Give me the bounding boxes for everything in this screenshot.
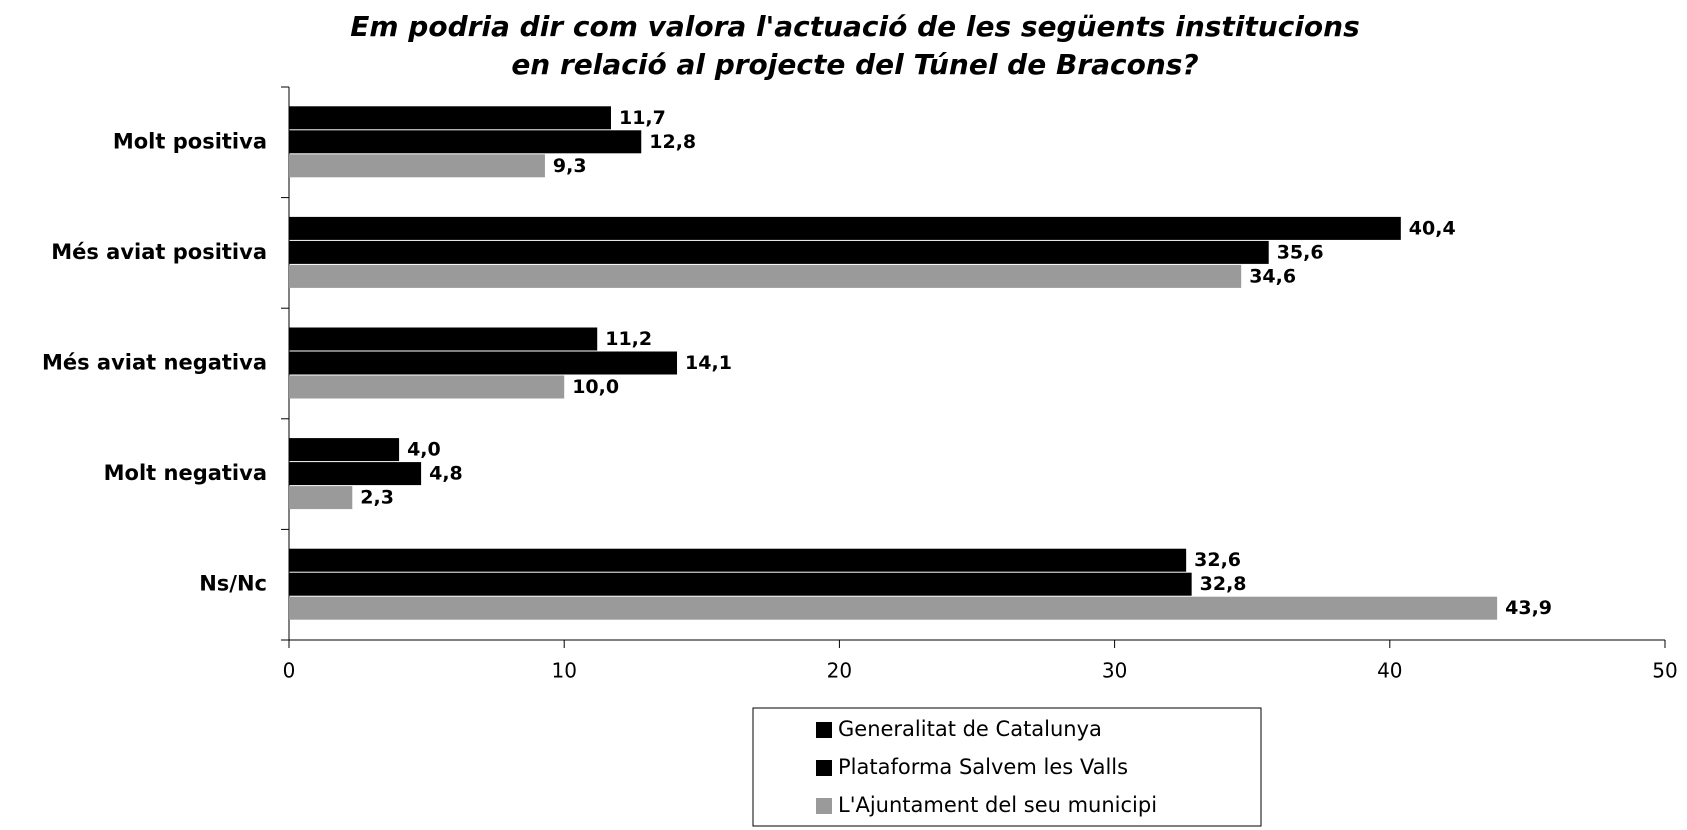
x-tick-label: 20 (827, 659, 852, 683)
legend-marker (816, 760, 832, 776)
x-tick-label: 30 (1102, 659, 1127, 683)
legend-marker (816, 798, 832, 814)
chart-title: en relació al projecte del Túnel de Brac… (511, 48, 1198, 81)
bar (289, 375, 565, 399)
legend-label: L'Ajuntament del seu municipi (838, 793, 1157, 817)
bar (289, 351, 678, 375)
value-label: 43,9 (1505, 597, 1552, 619)
chart-title: Em podria dir com valora l'actuació de l… (350, 10, 1360, 43)
value-label: 9,3 (553, 155, 587, 177)
bar (289, 264, 1242, 288)
value-label: 32,8 (1200, 573, 1247, 595)
x-tick-label: 10 (551, 659, 576, 683)
legend-marker (816, 722, 832, 738)
y-tick-label: Més aviat positiva (51, 240, 267, 264)
value-label: 2,3 (360, 487, 394, 509)
bar (289, 596, 1498, 620)
x-tick-label: 50 (1652, 659, 1677, 683)
legend-box (752, 707, 1262, 827)
y-tick-label: Més aviat negativa (42, 351, 267, 375)
legend-label: Plataforma Salvem les Valls (838, 755, 1128, 779)
y-tick-label: Molt negativa (104, 461, 267, 485)
value-label: 14,1 (685, 352, 732, 374)
bar (289, 462, 422, 486)
value-label: 10,0 (572, 376, 619, 398)
bar (289, 106, 611, 130)
bar (289, 216, 1401, 240)
bar (289, 548, 1187, 572)
bar (289, 486, 353, 510)
value-label: 32,6 (1194, 549, 1241, 571)
value-label: 4,8 (429, 463, 463, 485)
x-tick-label: 0 (283, 659, 296, 683)
bar (289, 572, 1192, 596)
bar (289, 240, 1269, 264)
bar (289, 154, 545, 178)
value-label: 34,6 (1249, 265, 1296, 287)
y-tick-label: Ns/Nc (199, 572, 267, 596)
value-label: 4,0 (407, 439, 441, 461)
legend-label: Generalitat de Catalunya (838, 717, 1102, 741)
y-tick-label: Molt positiva (113, 129, 267, 153)
value-label: 11,2 (605, 328, 652, 350)
value-label: 40,4 (1409, 217, 1456, 239)
bar (289, 327, 598, 351)
value-label: 35,6 (1277, 241, 1324, 263)
bar (289, 438, 400, 462)
value-label: 12,8 (649, 131, 696, 153)
bar (289, 130, 642, 154)
value-label: 11,7 (619, 107, 666, 129)
x-tick-label: 40 (1377, 659, 1402, 683)
